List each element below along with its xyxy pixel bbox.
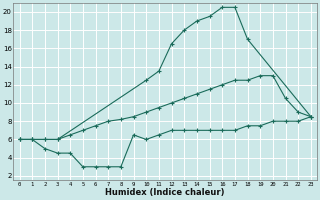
X-axis label: Humidex (Indice chaleur): Humidex (Indice chaleur) [106, 188, 225, 197]
